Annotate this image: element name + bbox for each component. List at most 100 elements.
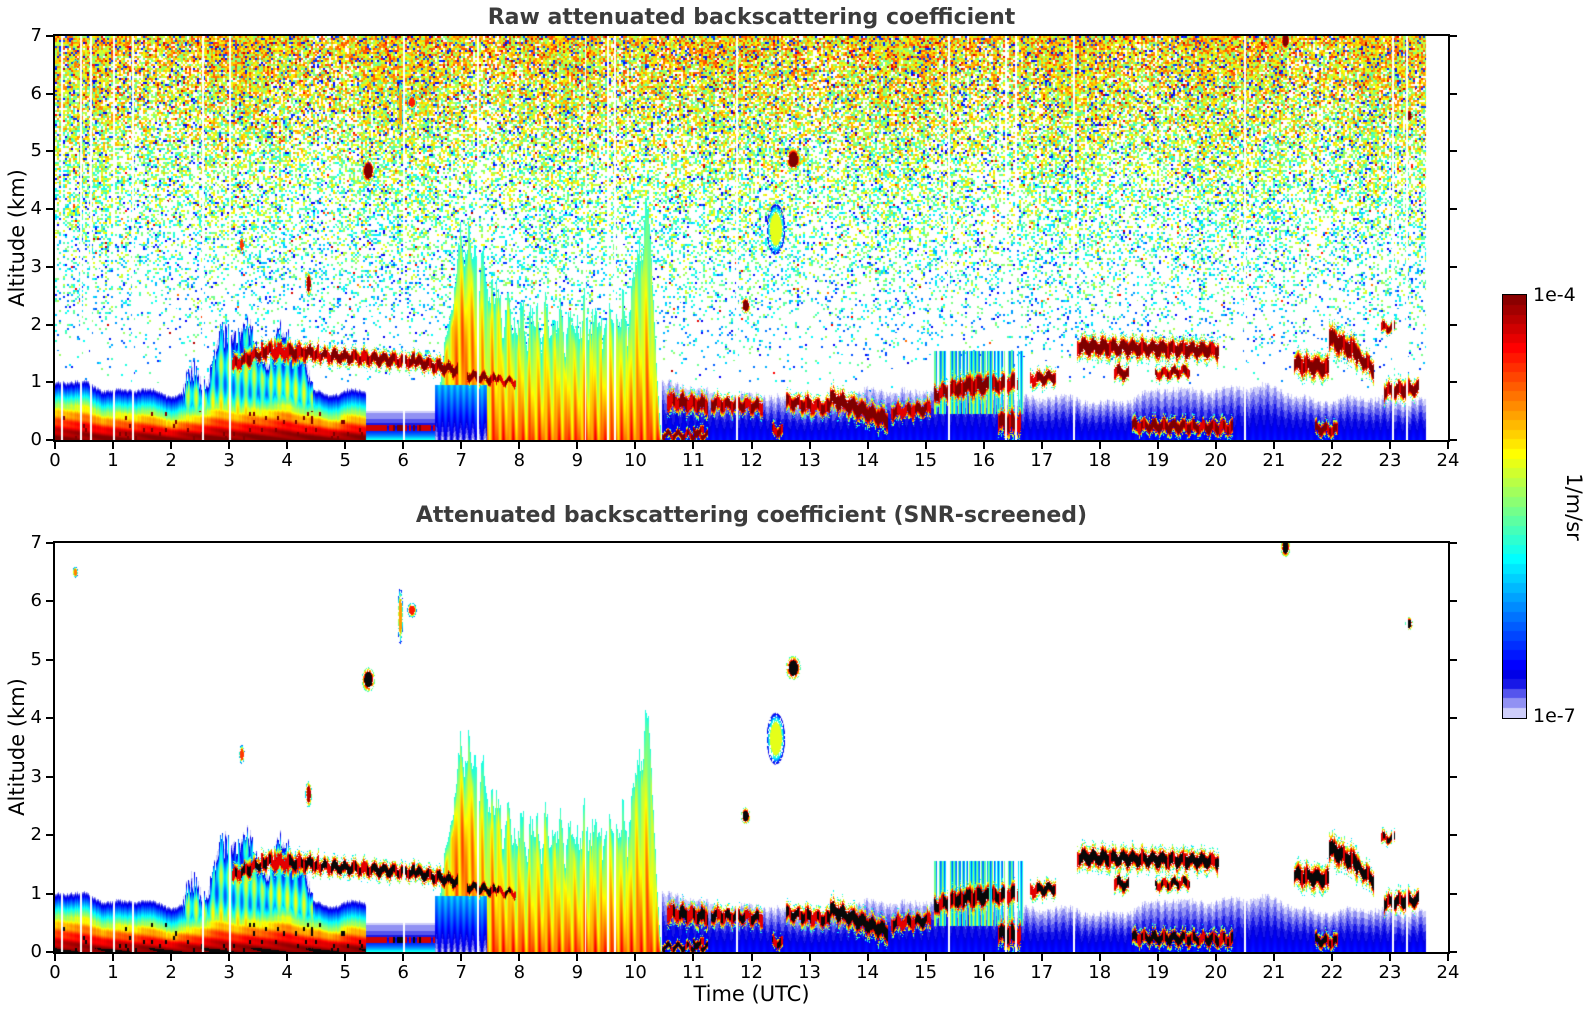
x-tick-label: 1 xyxy=(107,962,119,983)
colorbar-min-label: 1e-7 xyxy=(1533,705,1576,727)
x-tick-mark xyxy=(634,954,637,961)
y-tick-mark-right xyxy=(1450,775,1457,778)
y-tick-mark-right xyxy=(1450,381,1457,384)
x-tick-mark xyxy=(924,954,927,961)
x-tick-mark xyxy=(1098,954,1101,961)
x-tick-mark xyxy=(692,954,695,961)
x-tick-mark xyxy=(402,442,405,449)
y-tick-label: 7 xyxy=(30,25,42,46)
x-tick-mark xyxy=(402,954,405,961)
x-tick-mark xyxy=(460,954,463,961)
y-tick-mark xyxy=(46,265,53,268)
time-axis-label: Time (UTC) xyxy=(693,982,810,1006)
y-tick-mark xyxy=(46,381,53,384)
x-tick-label: 16 xyxy=(972,450,996,471)
y-tick-mark-right xyxy=(1450,150,1457,153)
x-tick-label: 23 xyxy=(1378,450,1402,471)
x-tick-label: 1 xyxy=(107,450,119,471)
y-tick-mark xyxy=(46,439,53,441)
y-tick-label: 5 xyxy=(30,648,42,670)
x-tick-label: 4 xyxy=(281,962,293,983)
y-tick-mark-right xyxy=(1450,323,1457,326)
colorbar-max-label: 1e-4 xyxy=(1533,284,1576,306)
x-tick-mark xyxy=(1272,442,1275,449)
x-tick-label: 24 xyxy=(1436,450,1460,471)
x-tick-mark xyxy=(518,954,521,961)
x-tick-mark xyxy=(1388,954,1391,961)
y-tick-mark-right xyxy=(1450,92,1457,95)
x-tick-mark xyxy=(750,442,753,449)
y-tick-label: 6 xyxy=(30,590,42,612)
x-tick-mark xyxy=(1156,954,1159,961)
x-tick-mark xyxy=(344,954,347,961)
x-tick-mark xyxy=(808,954,811,961)
y-tick-mark xyxy=(46,892,53,895)
x-tick-label: 11 xyxy=(682,962,705,983)
y-tick-mark xyxy=(46,150,53,153)
x-tick-label: 5 xyxy=(339,450,351,471)
x-tick-label: 18 xyxy=(1088,962,1112,983)
x-tick-label: 19 xyxy=(1146,450,1170,471)
y-tick-mark-right xyxy=(1450,717,1457,720)
x-tick-label: 17 xyxy=(1030,450,1054,471)
x-tick-label: 8 xyxy=(513,450,526,471)
y-tick-label: 1 xyxy=(30,882,42,904)
x-tick-mark xyxy=(576,954,579,961)
x-tick-mark xyxy=(112,954,115,961)
y-tick-label: 1 xyxy=(30,371,42,393)
y-tick-mark-right xyxy=(1450,265,1457,268)
x-tick-label: 20 xyxy=(1204,962,1228,983)
x-tick-mark xyxy=(1447,442,1449,449)
x-tick-mark xyxy=(866,954,869,961)
x-tick-mark xyxy=(1040,954,1043,961)
y-tick-mark xyxy=(46,92,53,95)
y-tick-label: 2 xyxy=(30,313,42,335)
colorbar-canvas xyxy=(1503,295,1526,718)
x-tick-label: 11 xyxy=(682,450,705,471)
colorbar-units-label: 1/m/sr xyxy=(1562,473,1586,541)
x-tick-label: 13 xyxy=(798,962,821,983)
raw-panel-title: Raw attenuated backscattering coefficien… xyxy=(487,5,1016,30)
x-tick-mark xyxy=(924,442,927,449)
x-tick-label: 18 xyxy=(1088,450,1112,471)
x-tick-label: 3 xyxy=(223,962,235,983)
x-tick-label: 21 xyxy=(1262,450,1286,471)
x-tick-mark xyxy=(634,442,637,449)
screened-backscatter-heatmap xyxy=(55,543,1448,952)
y-tick-label: 7 xyxy=(30,532,42,553)
x-tick-label: 21 xyxy=(1262,962,1286,983)
x-tick-mark xyxy=(1098,442,1101,449)
x-tick-mark xyxy=(54,442,56,449)
x-tick-mark xyxy=(1330,442,1333,449)
x-tick-label: 6 xyxy=(397,962,409,983)
x-tick-mark xyxy=(1388,442,1391,449)
x-tick-label: 16 xyxy=(972,962,996,983)
x-tick-label: 22 xyxy=(1320,450,1344,471)
x-tick-label: 9 xyxy=(571,962,584,983)
x-tick-mark xyxy=(1447,954,1449,961)
x-tick-label: 7 xyxy=(455,450,467,471)
y-tick-label: 0 xyxy=(30,941,42,962)
y-tick-mark xyxy=(46,775,53,778)
y-tick-label: 3 xyxy=(30,255,42,277)
x-tick-label: 22 xyxy=(1320,962,1344,983)
y-tick-mark xyxy=(46,951,53,953)
x-tick-mark xyxy=(1214,954,1217,961)
x-tick-label: 12 xyxy=(740,962,763,983)
x-tick-label: 12 xyxy=(740,450,763,471)
y-tick-label: 4 xyxy=(30,707,42,729)
altitude-axis-label-raw: Altitude (km) xyxy=(5,169,29,307)
x-tick-mark xyxy=(170,954,173,961)
y-tick-mark-right xyxy=(1450,951,1457,953)
y-tick-mark xyxy=(46,600,53,603)
x-tick-label: 24 xyxy=(1436,962,1460,983)
x-tick-label: 7 xyxy=(455,962,467,983)
y-tick-mark xyxy=(46,542,53,544)
y-tick-label: 2 xyxy=(30,824,42,846)
x-tick-mark xyxy=(286,442,289,449)
y-tick-mark-right xyxy=(1450,208,1457,211)
x-tick-mark xyxy=(750,954,753,961)
x-tick-mark xyxy=(692,442,695,449)
x-tick-label: 14 xyxy=(856,450,880,471)
